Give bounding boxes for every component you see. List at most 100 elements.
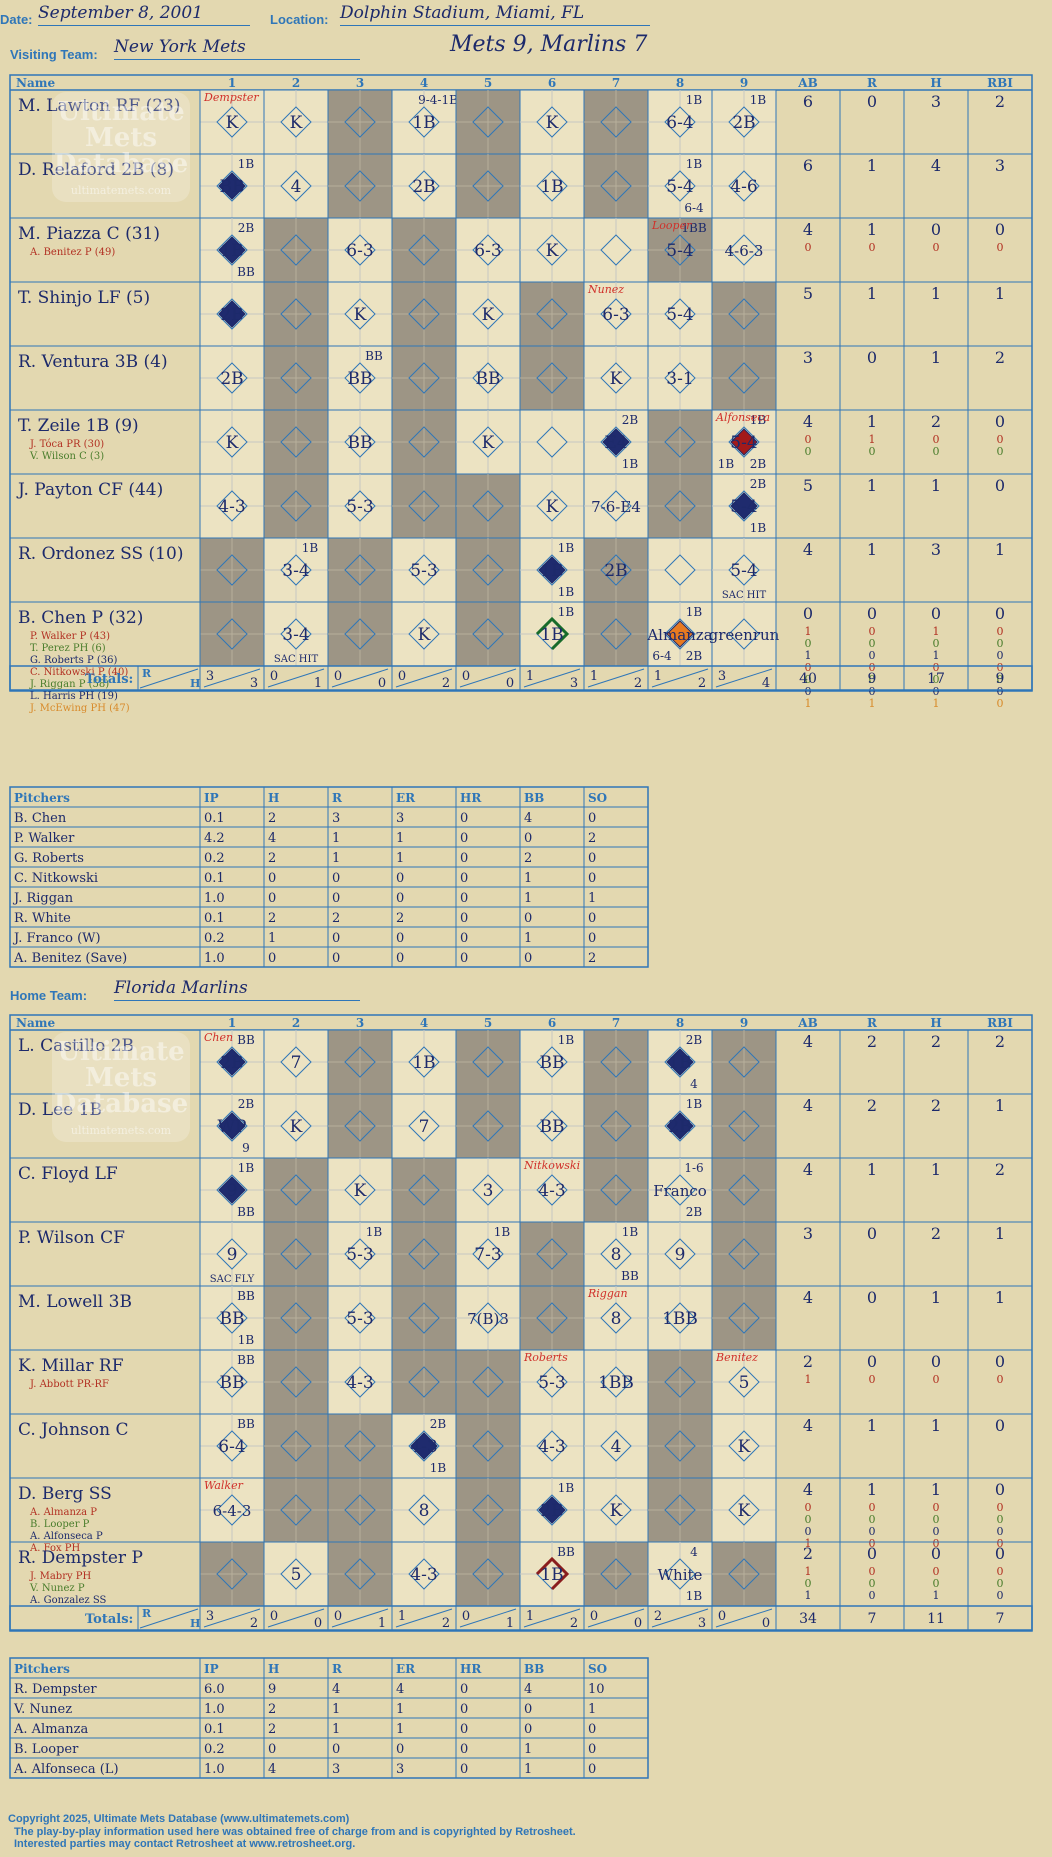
home-basepath — [535, 1556, 570, 1591]
visitors-col-inning: 7 — [612, 76, 620, 90]
home-pitchers-pitcher-stat: 0 — [268, 1742, 276, 1757]
home-stat-rbi: 0 — [997, 1501, 1004, 1514]
home-total-rbi: 7 — [996, 1611, 1005, 1627]
game-location: Dolphin Stadium, Miami, FL — [340, 3, 650, 26]
visitors-base-note: 2B — [686, 649, 703, 663]
visitors-player-name: R. Ordonez SS (10) — [18, 544, 183, 564]
home-stat-r: 0 — [867, 1352, 877, 1371]
home-sub-name: J. Mabry PH — [29, 1571, 92, 1582]
home-pitchers-header: BB — [524, 1662, 544, 1676]
home-col-inning: 3 — [356, 1016, 364, 1030]
home-team-name: Florida Marlins — [114, 978, 360, 1001]
visitors-base-note: 1B — [558, 541, 575, 555]
visitors-base-note: BB — [237, 265, 255, 279]
home-col-inning: 5 — [484, 1016, 492, 1030]
home-base-diamond — [664, 1494, 696, 1526]
visitors-sac-note: SAC HIT — [274, 654, 319, 665]
visitors-play: 5-4 — [730, 497, 757, 517]
visitors-base-diamond — [344, 106, 376, 138]
home-base-diamond — [472, 1302, 504, 1334]
visitors-stat-h: 1 — [931, 284, 941, 303]
visitors-stat-ab: 0 — [805, 445, 812, 458]
home-stat-h: 0 — [933, 1373, 940, 1386]
visitors-stat-rbi: 0 — [997, 445, 1004, 458]
home-stat-r: 2 — [867, 1096, 877, 1115]
visitors-base-diamond — [216, 490, 248, 522]
home-play: 8 — [611, 1245, 622, 1265]
home-watermark-url: ultimatemets.com — [71, 1124, 172, 1137]
home-base-diamond — [344, 1558, 376, 1590]
home-pitchers-pitcher-stat: 1 — [588, 1702, 596, 1717]
home-col-inning: 9 — [740, 1016, 748, 1030]
home-stat-rbi: 0 — [997, 1537, 1004, 1550]
home-base-note: 4 — [690, 1545, 698, 1559]
visitors-base-diamond — [408, 362, 440, 394]
home-stat-r: 0 — [869, 1373, 876, 1386]
visiting-pitchers-pitcher-stat: 1 — [588, 891, 596, 906]
home-base-diamond — [344, 1366, 376, 1398]
visitors-player-name: D. Relaford 2B (8) — [18, 160, 174, 180]
visitors-inning-runs: 3 — [718, 669, 726, 684]
visitors-stat-ab: 4 — [803, 412, 813, 431]
visitors-inning-hits: 1 — [314, 676, 322, 691]
home-pitchers-pitcher-stat: 1 — [332, 1702, 340, 1717]
visitors-run-scored — [730, 492, 758, 520]
visitors-stat-ab: 0 — [805, 637, 812, 650]
visitors-play: 4 — [291, 177, 302, 197]
visitors-play: 3-1 — [666, 369, 693, 389]
visitors-stat-h: 0 — [933, 433, 940, 446]
home-base-diamond — [600, 1494, 632, 1526]
visitors-stat-rbi: 1 — [995, 540, 1005, 559]
visitors-inning-hits: 0 — [378, 676, 386, 691]
visiting-pitchers-pitcher-stat: 1.0 — [204, 951, 225, 966]
home-base-diamond — [408, 1110, 440, 1142]
home-watermark-text: Ultimate — [57, 1037, 184, 1067]
visitors-stat-ab: 5 — [803, 476, 813, 495]
visitors-col-inning: 9 — [740, 76, 748, 90]
home-stat-r: 0 — [869, 1501, 876, 1514]
visitors-stat-rbi: 0 — [997, 241, 1004, 254]
home-sac-note: SAC FLY — [210, 1274, 255, 1285]
visitors-run-scored — [602, 428, 630, 456]
home-play: 4-3 — [538, 1181, 565, 1201]
home-inning-hits: 2 — [570, 1616, 578, 1631]
visitors-player-name: J. Payton CF (44) — [16, 480, 163, 500]
location-label: Location: — [270, 12, 329, 27]
visitors-inning-hits: 2 — [698, 676, 706, 691]
home-stat-ab: 4 — [803, 1032, 813, 1051]
home-player-name: M. Lowell 3B — [18, 1292, 132, 1312]
home-inning-hits: 0 — [762, 1616, 770, 1631]
home-base-note: BB — [237, 1289, 255, 1303]
visiting-pitchers-pitcher-name: J. Riggan — [12, 891, 74, 906]
home-base-diamond — [408, 1558, 440, 1590]
home-team-label: Home Team: — [10, 988, 88, 1003]
visitors-play: 4-6 — [730, 177, 757, 197]
home-base-diamond — [472, 1174, 504, 1206]
home-col-name: Name — [16, 1016, 55, 1030]
visiting-pitchers-pitcher-stat: 2 — [588, 831, 596, 846]
visitors-play: 1B — [540, 625, 563, 645]
visiting-pitchers-pitcher-stat: 0 — [460, 851, 468, 866]
home-pitchers-pitcher-stat: 2 — [268, 1722, 276, 1737]
home-stat-h: 0 — [933, 1537, 940, 1550]
visitors-base-diamond — [728, 618, 760, 650]
home-pitchers-pitcher-stat: 0 — [588, 1722, 596, 1737]
visitors-play: 5-3 — [410, 561, 437, 581]
visitors-base-diamond — [408, 426, 440, 458]
home-stat-r: 1 — [867, 1480, 877, 1499]
home-play: K — [738, 1501, 751, 1521]
home-play: 3 — [483, 1181, 494, 1201]
home-play: K — [610, 1501, 623, 1521]
home-pitcher-change: Walker — [204, 1479, 244, 1492]
visitors-stat-h: 0 — [931, 604, 941, 623]
visitors-play: 5-4 — [730, 561, 757, 581]
visitors-play: 2B — [412, 177, 435, 197]
visitors-inning-runs: 0 — [334, 669, 342, 684]
visitors-totals-key-r: R — [142, 667, 152, 680]
visiting-team-label: Visiting Team: — [10, 47, 98, 62]
visitors-stat-h: 1 — [933, 697, 940, 710]
home-play: 8 — [419, 1501, 430, 1521]
home-stat-h: 2 — [931, 1096, 941, 1115]
visitors-stat-h: 1 — [933, 625, 940, 638]
home-play: 7 — [419, 1117, 430, 1137]
